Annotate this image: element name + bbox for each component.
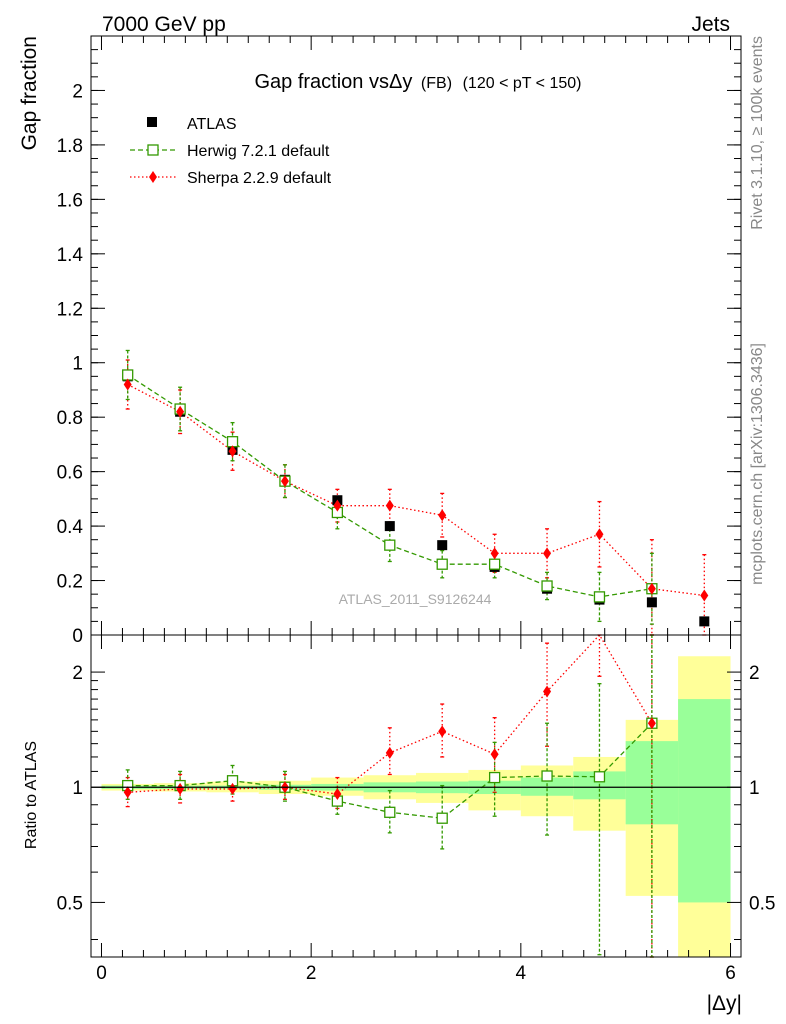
legend: ATLAS Herwig 7.2.1 default Sherpa 2.2.9 …: [130, 116, 332, 187]
main-ytick-label: 1.4: [57, 245, 84, 266]
ratio-sherpa-point: [228, 782, 237, 795]
legend-atlas-label: ATLAS: [187, 116, 237, 133]
legend-herwig-marker: [147, 144, 159, 156]
ratio-herwig-point: [488, 771, 501, 784]
sherpa-point: [647, 582, 656, 595]
ratio-ytick-label: 2: [72, 663, 83, 684]
header-jets: Jets: [691, 13, 730, 36]
header-energy: 7000 GeV pp: [102, 13, 226, 36]
sherpa-point: [228, 445, 237, 458]
herwig-point: [226, 436, 239, 448]
chart-title: Gap fraction vsΔy (FB) (120 < pT < 150): [254, 71, 581, 93]
atlas-point: [699, 616, 710, 627]
legend-atlas-marker: [147, 117, 157, 127]
ratio-sherpa-point: [647, 717, 656, 730]
atlas-point: [384, 521, 395, 532]
atlas-point: [437, 540, 448, 551]
herwig-point: [436, 558, 448, 570]
ratio-herwig-point: [384, 806, 396, 818]
ratio-xtick-label: 2: [306, 963, 317, 984]
herwig-line: [127, 374, 652, 598]
ratio-band-inner: [678, 699, 731, 903]
chart-title-main: Gap fraction vsΔy: [254, 71, 412, 93]
legend-atlas: ATLAS: [147, 116, 237, 133]
herwig-point: [384, 539, 396, 551]
ratio-sherpa-point: [123, 786, 132, 799]
ratio-sherpa-point: [438, 725, 447, 738]
main-ytick-label: 1.2: [57, 299, 83, 320]
ratio-ytick-label-right: 2: [749, 663, 760, 684]
sherpa-point: [123, 378, 132, 391]
ratio-ytick-label-right: 1: [749, 778, 760, 799]
main-ytick-label: 1.6: [57, 190, 83, 211]
main-ytick-label: 0.8: [57, 408, 83, 429]
sherpa-line: [127, 383, 705, 597]
main-panel: Gap fraction Gap fraction vsΔy (FB) (120…: [18, 35, 742, 647]
ratio-panel: Ratio to ATLAS 0 2 4 6 0.5 0.5 1 1 2 2 |Δy|: [23, 633, 775, 1015]
ratio-ytick-label: 0.5: [57, 893, 83, 914]
ratio-sherpa-point: [176, 782, 185, 795]
herwig-point: [541, 580, 553, 592]
herwig-point: [593, 591, 606, 603]
side-rivet-note: Rivet 3.1.10, ≥ 100k events: [749, 36, 766, 230]
herwig-point: [122, 369, 134, 381]
sherpa-point: [490, 547, 499, 560]
main-ytick-label: 0.2: [57, 572, 83, 593]
legend-sherpa: Sherpa 2.2.9 default: [130, 170, 332, 187]
sherpa-point: [385, 499, 394, 512]
sherpa-point: [543, 547, 552, 560]
main-ylabel: Gap fraction: [18, 36, 41, 150]
ratio-xlabel: |Δy|: [707, 992, 742, 1015]
atlas-point: [646, 597, 657, 608]
ratio-xtick-label: 4: [516, 963, 527, 984]
sherpa-point: [595, 528, 604, 541]
sherpa-point: [438, 509, 447, 522]
main-ytick-label: 0.6: [57, 463, 83, 484]
main-ytick-label: 1: [72, 354, 83, 375]
sherpa-point: [333, 499, 342, 512]
sherpa-point: [176, 405, 185, 418]
ratio-sherpa-point: [333, 788, 342, 801]
ratio-xtick-label: 6: [725, 963, 736, 984]
ratio-herwig-point: [541, 770, 553, 782]
legend-herwig: Herwig 7.2.1 default: [130, 143, 330, 160]
herwig-point: [488, 558, 501, 570]
sherpa-point: [280, 475, 289, 488]
chart-title-fb: (FB): [421, 75, 452, 92]
side-ref-note: mcplots.cern.ch [arXiv:1306.3436]: [749, 343, 766, 585]
ratio-xtick-label: 0: [96, 963, 107, 984]
legend-herwig-label: Herwig 7.2.1 default: [187, 143, 330, 160]
sherpa-point: [700, 589, 709, 602]
chart-title-range: (120 < pT < 150): [463, 75, 582, 92]
analysis-watermark: ATLAS_2011_S9126244: [339, 591, 492, 607]
ratio-herwig-point: [436, 812, 448, 824]
ratio-sherpa-point: [543, 685, 552, 698]
main-ytick-label: 1.8: [57, 136, 83, 157]
main-ytick-label: 0.4: [57, 517, 84, 538]
ratio-frame: [90, 634, 742, 958]
legend-sherpa-label: Sherpa 2.2.9 default: [187, 170, 332, 187]
legend-sherpa-marker: [149, 171, 157, 183]
ratio-ytick-label: 1: [72, 778, 83, 799]
main-ytick-label: 0: [72, 626, 83, 647]
ratio-sherpa-point: [385, 746, 394, 759]
ratio-ylabel: Ratio to ATLAS: [23, 741, 40, 849]
ratio-ytick-label-right: 0.5: [749, 893, 775, 914]
ratio-sherpa-point: [490, 748, 499, 761]
ratio-herwig-point: [593, 771, 606, 783]
main-ytick-label: 2: [72, 81, 83, 102]
